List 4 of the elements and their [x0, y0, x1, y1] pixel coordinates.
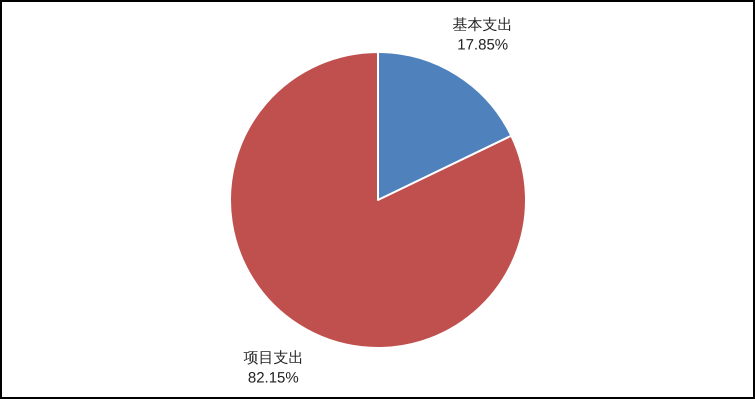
data-label: 82.15% — [248, 370, 299, 387]
data-label: 17.85% — [457, 36, 508, 54]
slice-label: 基本支出 — [452, 16, 513, 34]
slice-label: 项目支出 — [243, 350, 304, 367]
